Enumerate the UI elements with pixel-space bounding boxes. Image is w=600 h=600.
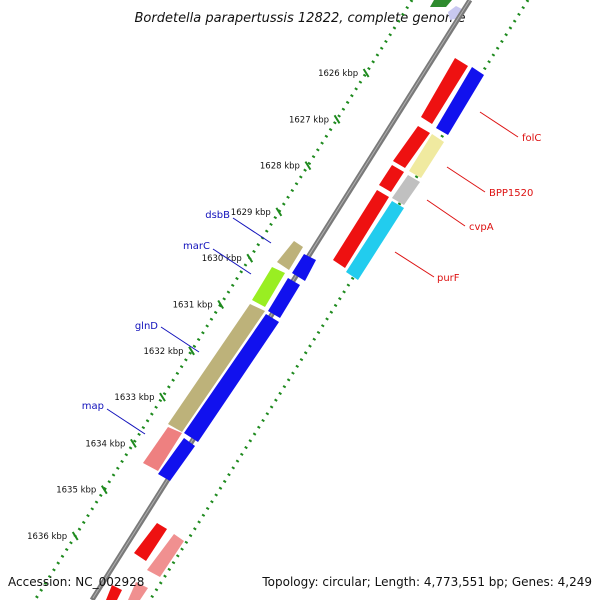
tick-label: 1627 kbp [289, 115, 329, 125]
gene-map[interactable] [143, 427, 182, 471]
tick-label: 1635 kbp [56, 486, 96, 496]
major-tick [100, 485, 108, 495]
topology-summary: Topology: circular; Length: 4,773,551 bp… [261, 575, 592, 589]
tick-label: 1629 kbp [231, 208, 271, 218]
tick-label: 1633 kbp [114, 393, 154, 403]
tick-label: 1634 kbp [85, 439, 125, 449]
gene-red-3[interactable] [379, 165, 404, 192]
gene-purF[interactable] [346, 201, 404, 280]
gene-map-inner[interactable] [158, 438, 195, 481]
gene-marC-inner[interactable] [268, 278, 300, 318]
major-tick [159, 392, 166, 402]
major-tick [362, 68, 370, 78]
gene-label-BPP1520[interactable]: BPP1520 [489, 188, 533, 199]
tick-label: 1626 kbp [318, 69, 358, 79]
leader-folC [479, 111, 519, 138]
gene-segment-top-green[interactable] [430, 0, 452, 7]
tick-label: 1636 kbp [27, 532, 67, 542]
gene-BPP1520[interactable] [409, 134, 444, 178]
gene-red-purF-outer[interactable] [333, 190, 389, 268]
gene-red-bottom-2[interactable] [106, 585, 122, 600]
gene-pink-bottom[interactable] [147, 534, 184, 577]
major-tick [130, 438, 137, 448]
major-tick [188, 346, 195, 356]
gene-dsbB[interactable] [277, 241, 303, 270]
gene-label-purF[interactable]: purF [437, 273, 460, 284]
major-tick [217, 299, 225, 310]
major-tick [304, 161, 312, 171]
gene-label-cvpA[interactable]: cvpA [469, 222, 494, 233]
map-title: Bordetella parapertussis 12822, complete… [135, 11, 466, 26]
leader-cvpA [426, 199, 466, 227]
gene-red-2[interactable] [393, 126, 430, 168]
gene-folC-outer[interactable] [421, 58, 468, 124]
leader-purF [394, 251, 435, 278]
tick-marks: 1626 kbp 1627 kbp 1628 kbp 1629 kbp 1630 kbp… [27, 68, 370, 542]
tick-label: 1631 kbp [173, 301, 213, 311]
leader-marC [212, 248, 252, 275]
tick-label: 1632 kbp [144, 347, 184, 357]
major-tick [246, 253, 254, 263]
tick-track-inner [33, 0, 414, 600]
leader-BPP1520 [446, 166, 486, 193]
gene-label-glnD[interactable]: glnD [135, 321, 158, 332]
gene-red-bottom[interactable] [134, 523, 167, 561]
gene-label-dsbB[interactable]: dsbB [205, 210, 230, 221]
gene-marC[interactable] [252, 267, 285, 307]
accession-text: Accession: NC_002928 [8, 575, 144, 589]
gene-label-marC[interactable]: marC [183, 241, 210, 252]
leader-dsbB [232, 217, 272, 244]
major-tick [275, 207, 283, 217]
gene-folC-inner[interactable] [436, 67, 484, 135]
leader-map [106, 408, 146, 435]
gene-dsbB-inner[interactable] [292, 254, 316, 281]
gene-glnD-inner[interactable] [184, 314, 279, 442]
major-tick [71, 531, 79, 541]
leader-glnD [160, 326, 200, 353]
major-tick [333, 114, 341, 124]
gene-pink-bottom-2[interactable] [128, 582, 148, 600]
gene-glnD[interactable] [168, 304, 265, 432]
gene-cvpA[interactable] [392, 175, 420, 205]
tick-label: 1630 kbp [202, 254, 242, 264]
gene-label-folC[interactable]: folC [522, 133, 541, 144]
tick-label: 1628 kbp [260, 162, 300, 172]
gene-label-map[interactable]: map [82, 401, 104, 412]
